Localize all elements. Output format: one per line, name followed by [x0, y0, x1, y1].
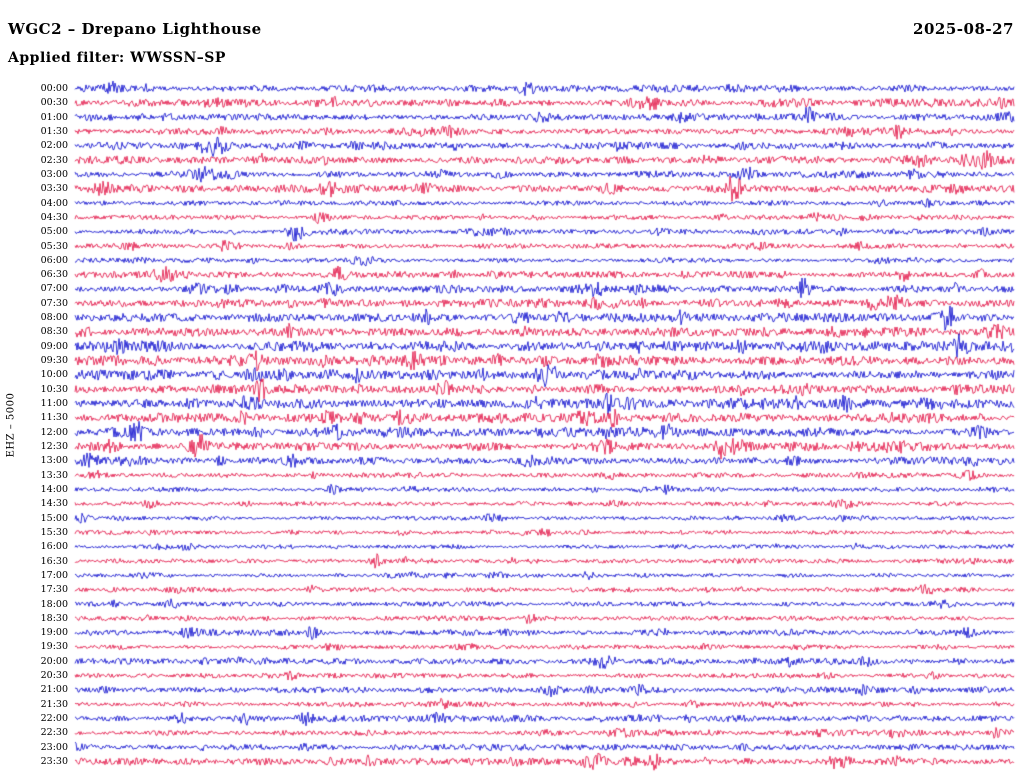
seismogram-traces: [0, 0, 1024, 780]
